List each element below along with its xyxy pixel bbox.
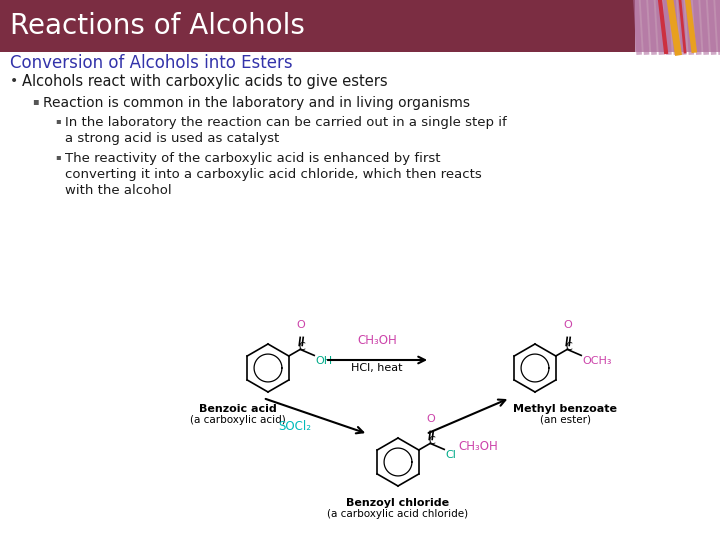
Text: OH: OH (315, 356, 333, 367)
Text: a strong acid is used as catalyst: a strong acid is used as catalyst (65, 132, 279, 145)
Text: Methyl benzoate: Methyl benzoate (513, 404, 617, 414)
Text: C: C (299, 342, 305, 353)
Text: Cl: Cl (445, 450, 456, 461)
Text: O: O (297, 320, 305, 330)
Text: The reactivity of the carboxylic acid is enhanced by first: The reactivity of the carboxylic acid is… (65, 152, 441, 165)
Text: converting it into a carboxylic acid chloride, which then reacts: converting it into a carboxylic acid chl… (65, 168, 482, 181)
Text: HCl, heat: HCl, heat (351, 363, 402, 373)
Text: ▪: ▪ (55, 152, 60, 161)
Bar (0, 0, 720, 52)
Text: O: O (564, 320, 572, 330)
Bar (635, 0, 720, 52)
Text: C: C (429, 436, 436, 447)
Text: Reactions of Alcohols: Reactions of Alcohols (10, 12, 305, 40)
Text: Conversion of Alcohols into Esters: Conversion of Alcohols into Esters (10, 54, 292, 72)
Text: (a carboxylic acid): (a carboxylic acid) (190, 415, 286, 425)
Text: C: C (566, 342, 572, 353)
Text: (a carboxylic acid chloride): (a carboxylic acid chloride) (328, 509, 469, 519)
Text: Benzoyl chloride: Benzoyl chloride (346, 498, 449, 508)
Text: •: • (10, 74, 18, 88)
Text: ▪: ▪ (32, 96, 39, 106)
Text: ▪: ▪ (55, 116, 60, 125)
Text: OCH₃: OCH₃ (582, 356, 612, 367)
Text: Alcohols react with carboxylic acids to give esters: Alcohols react with carboxylic acids to … (22, 74, 387, 89)
Text: with the alcohol: with the alcohol (65, 184, 171, 197)
Text: O: O (427, 414, 436, 424)
Text: Reaction is common in the laboratory and in living organisms: Reaction is common in the laboratory and… (43, 96, 470, 110)
Text: SOCl₂: SOCl₂ (278, 420, 311, 433)
Text: In the laboratory the reaction can be carried out in a single step if: In the laboratory the reaction can be ca… (65, 116, 507, 129)
Text: CH₃OH: CH₃OH (458, 440, 498, 453)
Text: Benzoic acid: Benzoic acid (199, 404, 277, 414)
Text: (an ester): (an ester) (539, 415, 590, 425)
Text: CH₃OH: CH₃OH (357, 334, 397, 347)
